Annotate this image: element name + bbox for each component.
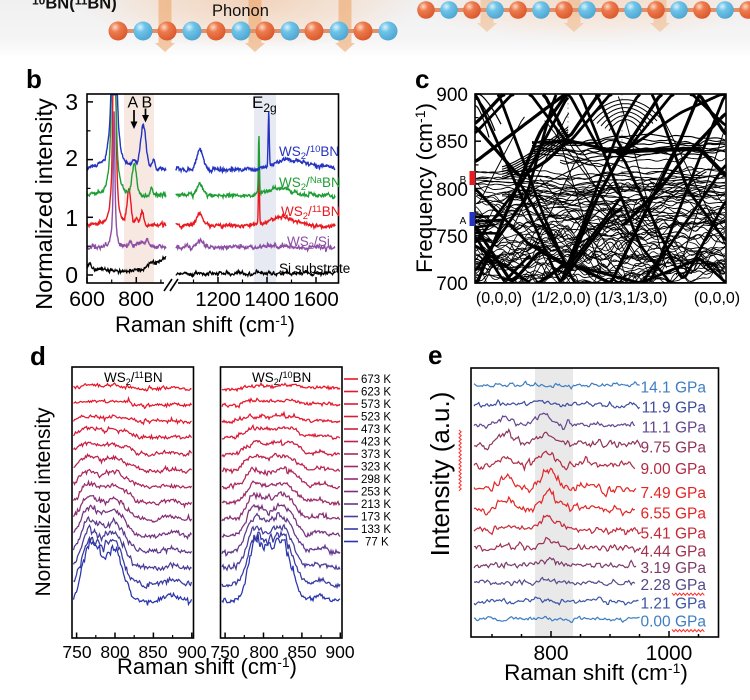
svg-text:423 K: 423 K <box>361 437 391 449</box>
svg-text:0: 0 <box>65 262 78 288</box>
svg-text:700: 700 <box>436 274 468 295</box>
svg-text:(0,0,0): (0,0,0) <box>476 290 522 307</box>
svg-text:213 K: 213 K <box>361 499 391 511</box>
svg-text:800: 800 <box>436 180 468 201</box>
svg-text:6.55 GPa: 6.55 GPa <box>641 506 707 523</box>
svg-text:9.00 GPa: 9.00 GPa <box>641 461 707 478</box>
svg-text:Si substrate: Si substrate <box>279 261 350 276</box>
svg-text:900: 900 <box>177 642 206 662</box>
svg-text:473 K: 473 K <box>361 424 391 436</box>
svg-text:2: 2 <box>65 145 78 171</box>
svg-text:1: 1 <box>65 205 78 231</box>
svg-text:253 K: 253 K <box>361 487 391 499</box>
svg-text:600: 600 <box>69 287 105 311</box>
svg-text:(1/2,0,0): (1/2,0,0) <box>531 290 591 307</box>
svg-text:WS2/10BN: WS2/10BN <box>279 144 339 162</box>
svg-text:173 K: 173 K <box>361 512 391 524</box>
svg-text:Phonon: Phonon <box>212 2 269 20</box>
svg-text:3.19 GPa: 3.19 GPa <box>641 560 707 577</box>
svg-text:Intensity (a.u.): Intensity (a.u.) <box>425 392 455 557</box>
svg-text:Normalized intensity: Normalized intensity <box>32 407 55 597</box>
svg-text:c: c <box>415 64 429 94</box>
svg-text:B: B <box>460 175 467 186</box>
svg-text:850: 850 <box>287 642 316 662</box>
svg-text:Raman shift (cm-1): Raman shift (cm-1) <box>115 312 295 337</box>
svg-text:10BN(11BN): 10BN(11BN) <box>32 0 117 13</box>
svg-text:750: 750 <box>436 227 468 248</box>
svg-text:11.9 GPa: 11.9 GPa <box>642 400 707 417</box>
svg-text:298 K: 298 K <box>361 474 391 486</box>
svg-text:1000: 1000 <box>646 642 693 665</box>
svg-text:Normalized intensity: Normalized intensity <box>31 98 57 310</box>
svg-text:133 K: 133 K <box>361 524 391 536</box>
svg-text:11.1 GPa: 11.1 GPa <box>642 420 707 437</box>
svg-text:WS2/10BN: WS2/10BN <box>252 370 311 387</box>
svg-text:750: 750 <box>210 642 239 662</box>
svg-text:373 K: 373 K <box>361 449 391 461</box>
svg-text:(1/3,1/3,0): (1/3,1/3,0) <box>595 290 668 307</box>
svg-text:A: A <box>460 216 467 227</box>
svg-text:WS2/11BN: WS2/11BN <box>281 204 340 222</box>
svg-text:1.21 GPa: 1.21 GPa <box>641 596 707 613</box>
svg-text:WS2/Si: WS2/Si <box>287 234 330 252</box>
svg-text:900: 900 <box>325 642 354 662</box>
svg-text:e: e <box>428 340 442 370</box>
svg-text:850: 850 <box>436 132 468 153</box>
svg-text:B: B <box>142 95 153 112</box>
svg-text:Raman shift (cm-1): Raman shift (cm-1) <box>117 654 297 679</box>
svg-text:1400: 1400 <box>244 288 290 311</box>
svg-text:1600: 1600 <box>293 288 339 311</box>
svg-text:3: 3 <box>65 89 78 115</box>
svg-text:750: 750 <box>62 642 91 662</box>
svg-text:673 K: 673 K <box>361 374 391 386</box>
svg-text:d: d <box>30 341 46 371</box>
svg-text:0.00 GPa: 0.00 GPa <box>641 614 707 631</box>
svg-text:800: 800 <box>100 642 129 662</box>
svg-text:800: 800 <box>118 287 154 311</box>
svg-text:323 K: 323 K <box>361 462 391 474</box>
svg-text:(0,0,0): (0,0,0) <box>694 290 740 307</box>
svg-text:77 K: 77 K <box>365 537 389 549</box>
svg-text:573 K: 573 K <box>361 399 391 411</box>
svg-text:4.44 GPa: 4.44 GPa <box>641 544 707 561</box>
svg-text:WS2/NaBN: WS2/NaBN <box>279 175 341 193</box>
svg-text:900: 900 <box>436 85 468 106</box>
svg-text:9.75 GPa: 9.75 GPa <box>641 440 707 457</box>
svg-text:523 K: 523 K <box>361 412 391 424</box>
svg-text:WS2/11BN: WS2/11BN <box>104 370 163 387</box>
svg-text:5.41 GPa: 5.41 GPa <box>641 526 707 543</box>
svg-text:800: 800 <box>249 642 278 662</box>
svg-text:Frequency (cm-1): Frequency (cm-1) <box>412 103 437 273</box>
svg-text:7.49 GPa: 7.49 GPa <box>641 485 707 502</box>
svg-text:850: 850 <box>138 642 167 662</box>
svg-text:Raman shift (cm-1): Raman shift (cm-1) <box>504 660 688 685</box>
svg-text:A: A <box>128 95 139 112</box>
svg-text:1200: 1200 <box>195 288 241 311</box>
svg-text:800: 800 <box>533 642 568 665</box>
svg-text:14.1 GPa: 14.1 GPa <box>641 380 707 397</box>
svg-text:b: b <box>26 64 42 94</box>
svg-text:623 K: 623 K <box>361 387 391 399</box>
svg-text:2.28 GPa: 2.28 GPa <box>641 577 707 594</box>
